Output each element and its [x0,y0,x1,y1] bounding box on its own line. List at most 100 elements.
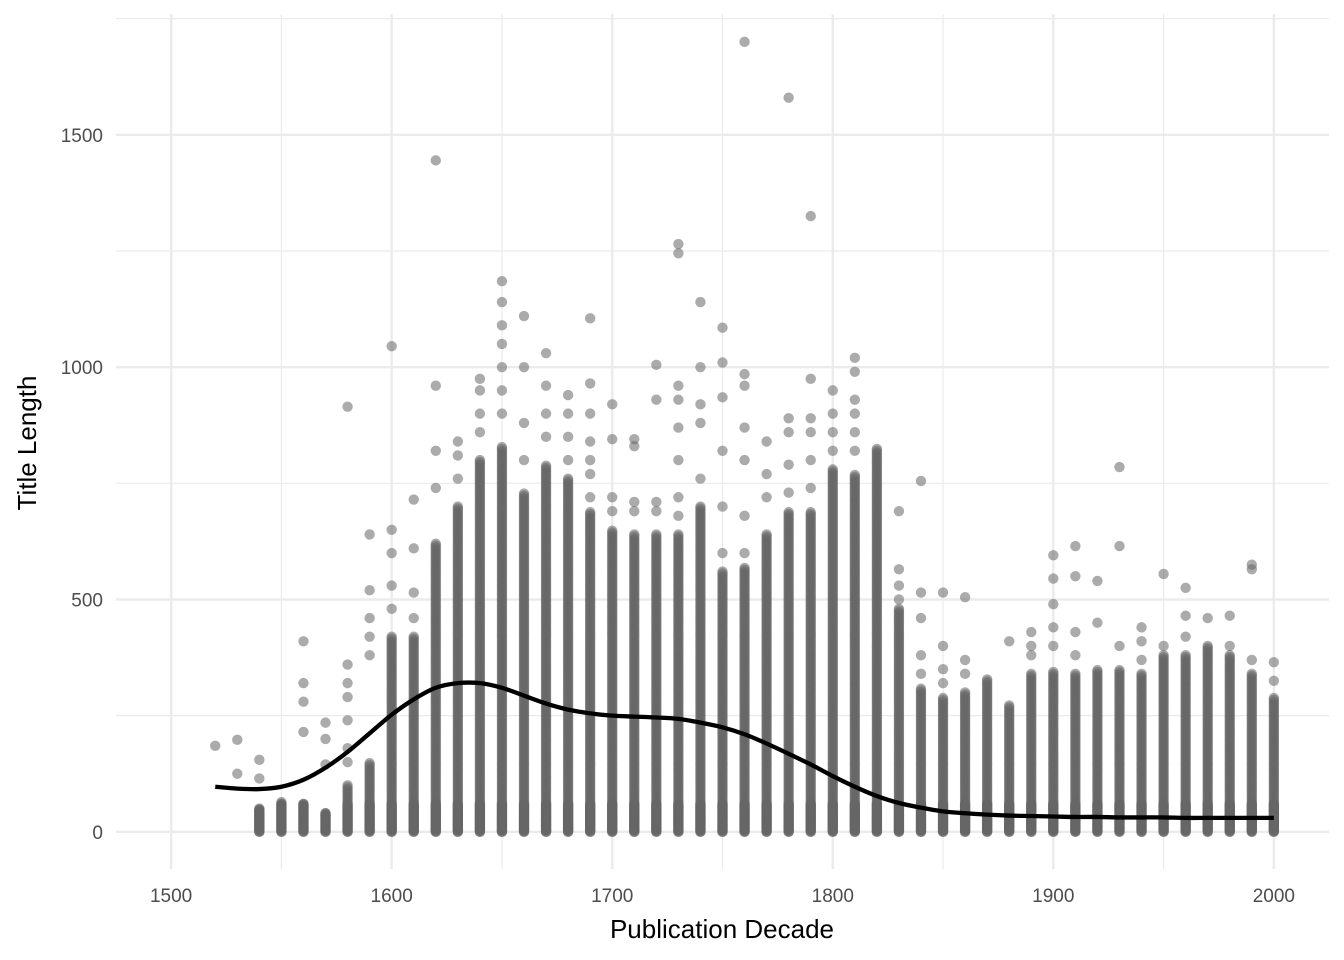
data-point [342,677,353,689]
data-point [827,427,838,438]
data-point [761,468,772,480]
data-point [849,798,861,810]
decade-point-column [871,443,883,838]
data-point [695,473,706,484]
data-point [584,378,596,389]
data-point [761,492,772,503]
data-point [496,441,508,453]
data-point [673,238,684,250]
data-point [342,659,353,670]
data-point [342,691,353,703]
data-point [540,798,552,810]
data-point [695,501,706,512]
data-point [452,436,464,447]
data-point [717,798,728,810]
data-point [584,492,596,503]
data-point [540,380,552,391]
data-point [783,487,794,498]
data-point [673,798,684,810]
data-point [364,612,375,624]
data-point [320,808,331,819]
data-point [629,529,640,540]
data-point [518,488,530,499]
data-point [739,422,750,433]
data-point [584,454,596,466]
decade-point-column [518,310,530,838]
data-point [805,413,816,424]
decade-point-column [364,529,375,838]
data-point [386,631,397,642]
decade-point-column [430,155,441,838]
data-point [342,756,353,768]
data-point [739,547,750,559]
data-point [496,385,508,396]
data-point [430,445,441,456]
data-point [408,494,419,505]
data-point [739,454,750,466]
decade-point-column [408,494,419,838]
data-point [452,473,464,484]
data-point [298,798,309,810]
data-point [805,454,816,466]
data-point [496,320,508,331]
data-point [629,506,640,517]
decade-point-column [562,389,574,838]
data-point [298,696,309,707]
data-points [210,36,1280,838]
data-point [651,506,662,517]
data-point [783,427,794,438]
data-point [607,798,618,810]
data-point [673,510,684,522]
data-point [364,757,375,769]
data-point [452,501,464,512]
decade-point-column [783,92,794,838]
data-point [430,482,441,494]
decade-point-column [717,322,728,838]
data-point [386,524,397,535]
data-point [562,473,574,484]
data-point [651,529,662,540]
data-point [805,427,816,438]
data-point [430,380,441,391]
data-point [607,492,618,503]
data-point [717,357,728,368]
data-point [673,492,684,503]
data-point [562,798,574,810]
data-point [827,464,838,475]
data-point [386,580,397,591]
data-point [540,408,552,419]
decade-point-column [320,717,331,838]
data-point [673,529,684,540]
decade-point-column [298,636,309,838]
data-point [540,348,552,359]
decade-point-column [474,373,486,838]
data-point [783,92,794,103]
decade-point-column [540,348,552,838]
data-point [408,587,419,598]
data-point [562,454,574,466]
data-point [695,798,706,810]
data-point [562,389,574,401]
data-point [673,248,684,259]
data-point [474,454,486,466]
data-point [408,612,419,624]
data-point [364,650,375,661]
data-point [629,496,640,508]
data-point [232,768,243,779]
data-point [783,413,794,424]
decade-point-column [827,385,838,838]
data-point [761,436,772,447]
data-point [430,798,441,810]
data-point [430,155,441,166]
data-point [364,798,375,810]
data-point [849,427,861,438]
data-point [584,468,596,480]
decade-point-column [629,433,640,838]
data-point [584,408,596,419]
data-point [298,677,309,689]
data-point [276,798,287,810]
data-point [254,754,265,766]
data-point [518,798,530,810]
